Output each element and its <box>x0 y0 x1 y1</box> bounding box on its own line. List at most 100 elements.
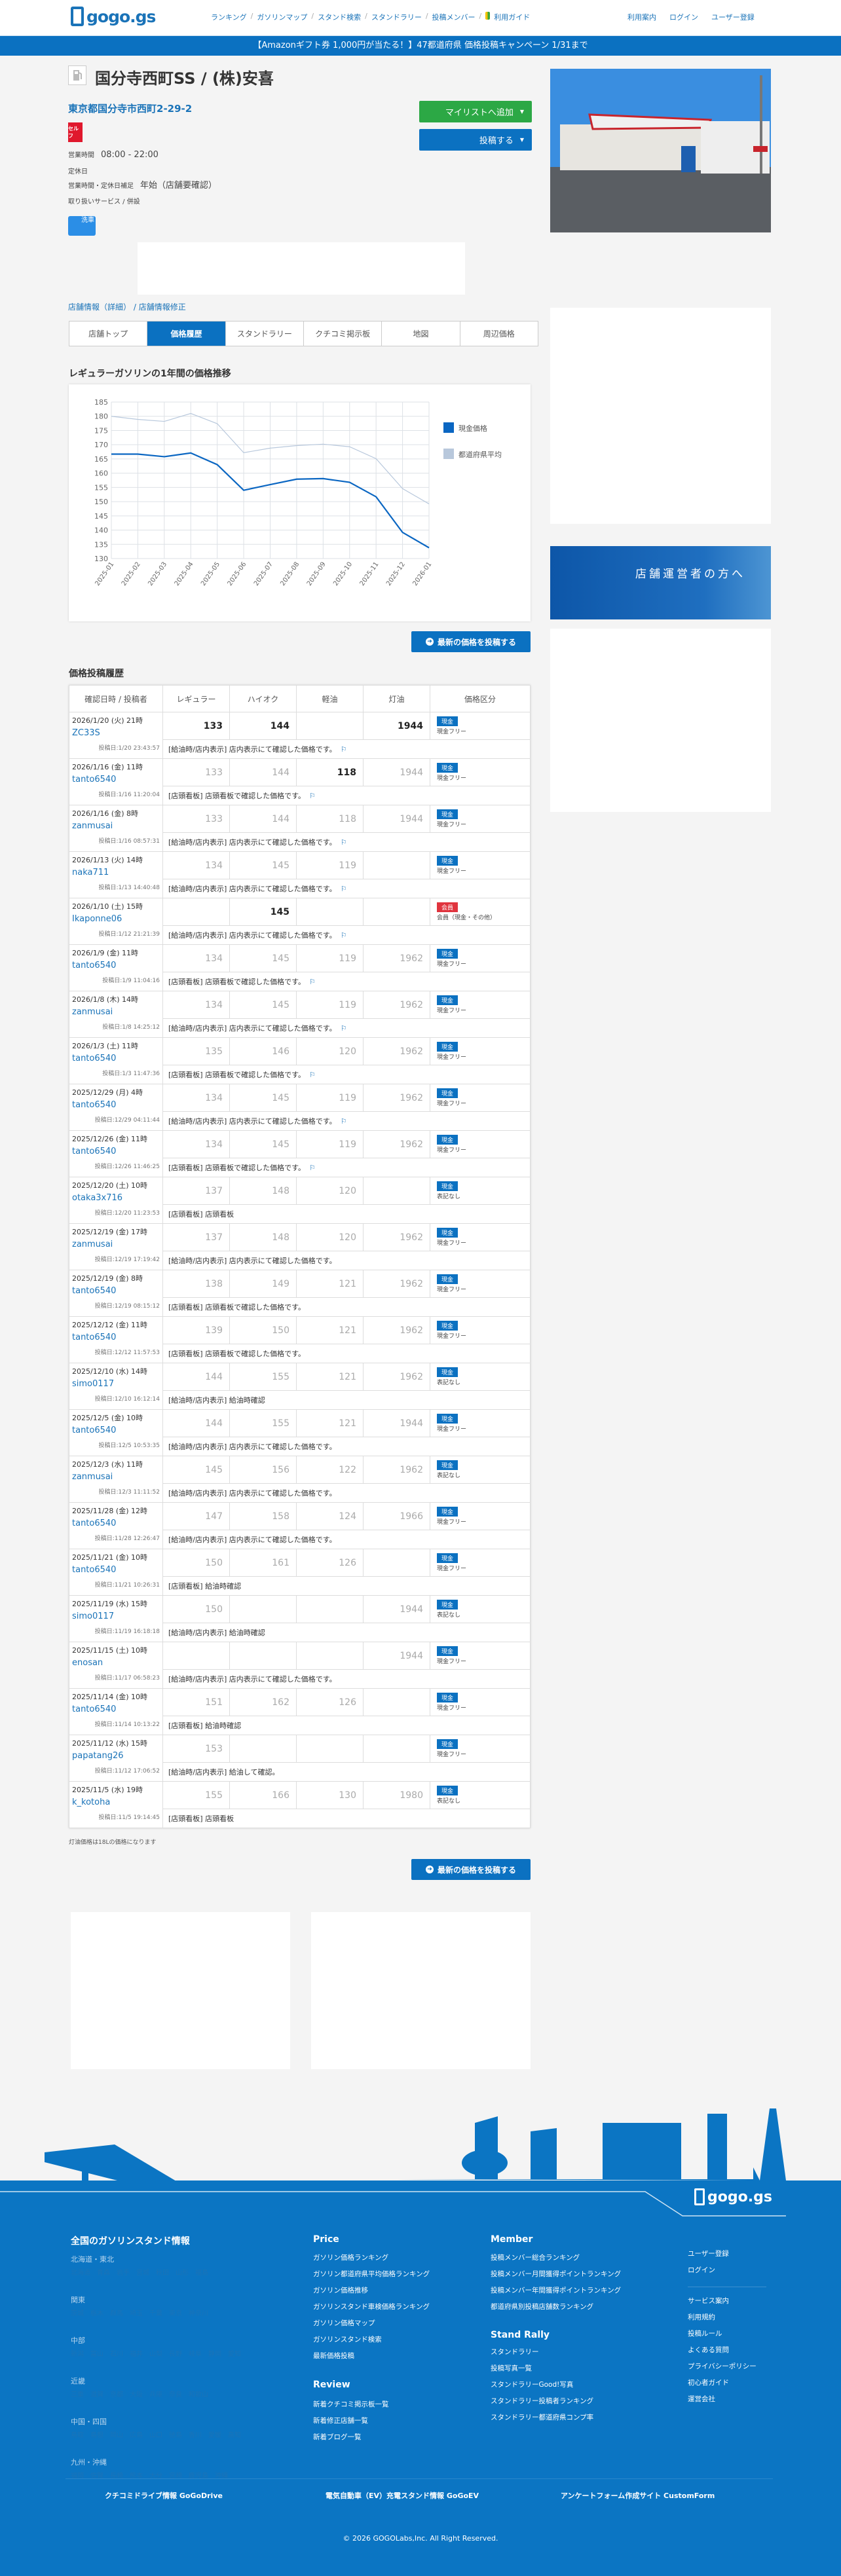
footer-logo[interactable]: gogo.gs <box>694 2188 772 2205</box>
post-latest-price-button[interactable]: ➜ 最新の価格を投稿する <box>411 631 531 652</box>
report-flag-icon[interactable]: ⚐ <box>340 1117 347 1126</box>
nav-login[interactable]: ログイン <box>669 13 698 22</box>
poster-link[interactable]: naka711 <box>72 868 109 877</box>
post-dropdown-button[interactable]: 投稿する ▼ <box>419 129 532 151</box>
poster-link[interactable]: zanmusai <box>72 1472 113 1482</box>
prefecture-link[interactable]: 三重 <box>71 2391 84 2399</box>
prefecture-link[interactable]: 北海道 <box>71 2270 90 2277</box>
prefecture-link[interactable]: 愛媛 <box>208 2432 221 2439</box>
sister-site-customform[interactable]: アンケートフォーム作成サイト CustomForm <box>561 2492 715 2500</box>
prefecture-link[interactable]: 高知 <box>228 2432 241 2439</box>
store-detail-link[interactable]: 店舗情報（詳細） <box>68 303 132 312</box>
tab-store-top[interactable]: 店舗トップ <box>69 322 148 346</box>
info-link[interactable]: プライバシーポリシー <box>688 2363 757 2370</box>
prefecture-link[interactable]: 岐阜 <box>189 2351 202 2358</box>
poster-link[interactable]: tanto6540 <box>72 1333 117 1342</box>
prefecture-link[interactable]: 兵庫 <box>149 2391 162 2399</box>
info-link[interactable]: 投稿ルール <box>688 2330 722 2338</box>
store-edit-link[interactable]: 店舗情報修正 <box>138 303 186 312</box>
prefecture-link[interactable]: 愛知 <box>228 2351 241 2358</box>
prefecture-link[interactable]: 和歌山 <box>189 2391 208 2399</box>
nav-stand-search[interactable]: スタンド検索 <box>318 13 362 22</box>
report-flag-icon[interactable]: ⚐ <box>308 1071 316 1079</box>
prefecture-link[interactable]: 福岡 <box>71 2473 84 2480</box>
poster-link[interactable]: tanto6540 <box>72 1147 117 1156</box>
tab-reviews[interactable]: クチコミ掲示板 <box>304 322 383 346</box>
report-flag-icon[interactable]: ⚐ <box>308 792 316 800</box>
poster-link[interactable]: ZC33S <box>72 728 100 738</box>
prefecture-link[interactable]: 岡山 <box>110 2432 123 2439</box>
poster-link[interactable]: k_kotoha <box>72 1797 111 1807</box>
poster-link[interactable]: enosan <box>72 1658 103 1668</box>
nav-register[interactable]: ユーザー登録 <box>711 13 755 22</box>
prefecture-link[interactable]: 奈良 <box>169 2391 182 2399</box>
nav-service-info[interactable]: 利用案内 <box>627 13 656 22</box>
prefecture-link[interactable]: 宮城 <box>136 2270 149 2277</box>
campaign-banner[interactable]: 【Amazonギフト券 1,000円が当たる！】47都道府県 価格投稿キャンペー… <box>0 36 841 56</box>
prefecture-link[interactable]: 島根 <box>90 2432 103 2439</box>
store-address-link[interactable]: 東京都国分寺市西町2-29-2 <box>68 103 193 115</box>
poster-link[interactable]: tanto6540 <box>72 1704 117 1714</box>
prefecture-link[interactable]: 富山 <box>90 2351 103 2358</box>
info-link[interactable]: サービス案内 <box>688 2297 729 2305</box>
prefecture-link[interactable]: 香川 <box>189 2432 202 2439</box>
poster-link[interactable]: Ikaponne06 <box>72 914 122 924</box>
prefecture-link[interactable]: 大阪 <box>130 2391 143 2399</box>
prefecture-link[interactable]: 新潟 <box>71 2351 84 2358</box>
prefecture-link[interactable]: 千葉 <box>149 2310 162 2317</box>
poster-link[interactable]: zanmusai <box>72 1007 113 1017</box>
sister-site-gogodrive[interactable]: クチコミドライブ情報 GoGoDrive <box>105 2492 223 2500</box>
info-link[interactable]: よくある質問 <box>688 2346 729 2354</box>
post-latest-price-button-bottom[interactable]: ➜ 最新の価格を投稿する <box>411 1859 531 1880</box>
prefecture-link[interactable]: 熊本 <box>130 2473 143 2480</box>
poster-link[interactable]: tanto6540 <box>72 1565 117 1575</box>
account-link[interactable]: ユーザー登録 <box>688 2250 729 2258</box>
report-flag-icon[interactable]: ⚐ <box>340 931 347 940</box>
poster-link[interactable]: papatang26 <box>72 1751 124 1761</box>
prefecture-link[interactable]: 福井 <box>130 2351 143 2358</box>
prefecture-link[interactable]: 宮崎 <box>169 2473 182 2480</box>
prefecture-link[interactable]: 神奈川 <box>189 2310 208 2317</box>
prefecture-link[interactable]: 福島 <box>195 2270 208 2277</box>
prefecture-link[interactable]: 滋賀 <box>90 2391 103 2399</box>
prefecture-link[interactable]: 東京 <box>169 2310 182 2317</box>
tab-nearby-prices[interactable]: 周辺価格 <box>483 329 515 339</box>
prefecture-link[interactable]: 長野 <box>169 2351 182 2358</box>
rally-link[interactable]: スタンドラリー投稿者ランキング <box>491 2397 594 2405</box>
member-link[interactable]: 投稿メンバー月間獲得ポイントランキング <box>491 2270 622 2278</box>
poster-link[interactable]: simo0117 <box>72 1611 115 1621</box>
poster-link[interactable]: tanto6540 <box>72 1426 117 1435</box>
prefecture-link[interactable]: 沖縄 <box>215 2473 228 2480</box>
poster-link[interactable]: tanto6540 <box>72 1518 117 1528</box>
prefecture-link[interactable]: 徳島 <box>169 2432 182 2439</box>
prefecture-link[interactable]: 石川 <box>110 2351 123 2358</box>
poster-link[interactable]: tanto6540 <box>72 961 117 970</box>
member-link[interactable]: 投稿メンバー総合ランキング <box>491 2254 580 2262</box>
review-link[interactable]: 新着ブログ一覧 <box>313 2433 362 2441</box>
tab-price-history[interactable]: 価格履歴 <box>147 322 226 346</box>
info-link[interactable]: 利用規約 <box>688 2313 715 2321</box>
price-link[interactable]: ガソリンスタンド車検価格ランキング <box>313 2303 430 2311</box>
poster-link[interactable]: tanto6540 <box>72 775 117 784</box>
poster-link[interactable]: simo0117 <box>72 1379 115 1389</box>
report-flag-icon[interactable]: ⚐ <box>308 1164 316 1172</box>
report-flag-icon[interactable]: ⚐ <box>340 838 347 847</box>
prefecture-link[interactable]: 岩手 <box>117 2270 130 2277</box>
tab-map[interactable]: 地図 <box>382 322 460 346</box>
prefecture-link[interactable]: 長崎 <box>110 2473 123 2480</box>
price-link[interactable]: ガソリン価格ランキング <box>313 2254 389 2262</box>
prefecture-link[interactable]: 青森 <box>97 2270 110 2277</box>
prefecture-link[interactable]: 群馬 <box>110 2310 123 2317</box>
prefecture-link[interactable]: 栃木 <box>90 2310 103 2317</box>
price-link[interactable]: 最新価格投稿 <box>313 2352 354 2360</box>
poster-link[interactable]: zanmusai <box>72 1240 113 1249</box>
price-link[interactable]: ガソリン都道府県平均価格ランキング <box>313 2270 430 2278</box>
price-link[interactable]: ガソリンスタンド検索 <box>313 2336 382 2344</box>
rally-link[interactable]: スタンドラリー都道府県コンプ率 <box>491 2414 594 2421</box>
rally-link[interactable]: 投稿写真一覧 <box>491 2364 532 2372</box>
prefecture-link[interactable]: 埼玉 <box>130 2310 143 2317</box>
nav-ranking[interactable]: ランキング <box>211 13 247 22</box>
poster-link[interactable]: zanmusai <box>72 821 113 831</box>
nav-guide[interactable]: 利用ガイド <box>494 13 531 22</box>
prefecture-link[interactable]: 鹿児島 <box>189 2473 208 2480</box>
